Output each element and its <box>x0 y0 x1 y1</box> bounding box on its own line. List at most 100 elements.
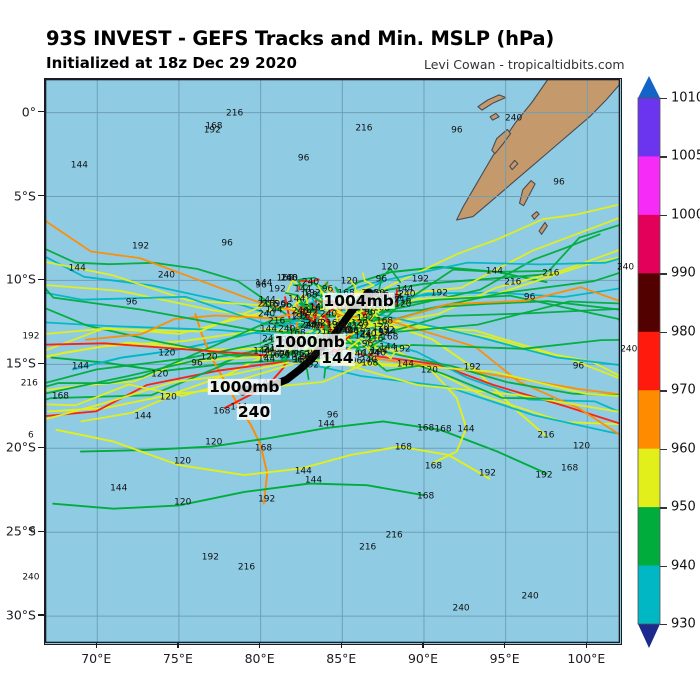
forecast-hour-label: 240 <box>319 309 338 320</box>
forecast-hour-label: 144 <box>134 411 152 422</box>
forecast-hour-label: 144 <box>253 346 271 357</box>
forecast-hour-label: 192 <box>352 321 370 332</box>
forecast-hour-label: 144 <box>457 424 475 435</box>
colorbar-outline <box>637 97 661 625</box>
ensemble-track <box>304 358 620 397</box>
map-plot-area[interactable]: 1201441681922161201441681922161201441681… <box>44 78 622 645</box>
ensemble-track <box>284 292 321 312</box>
y-axis-tick-mark <box>38 446 44 448</box>
forecast-hour-label: 168 <box>205 121 223 132</box>
forecast-hour-label: 96 <box>350 356 363 367</box>
colorbar-tick-mark <box>660 156 667 158</box>
forecast-hour-label: 120 <box>372 322 390 333</box>
forecast-hour-label: 216 <box>257 299 275 310</box>
forecast-hour-label: 192 <box>326 320 344 331</box>
ensemble-track <box>55 428 491 480</box>
forecast-hour-label: 168 <box>424 461 443 472</box>
forecast-hour-label: 96 <box>364 307 376 318</box>
forecast-hour-label: 216 <box>279 350 297 361</box>
colorbar-tick-label: 940 <box>671 558 696 574</box>
mslp-colorbar[interactable]: 1010 1005 1000 990 980 970 960 950 940 930 <box>634 72 700 650</box>
forecast-hour-label: 240 <box>157 270 176 281</box>
forecast-hour-label: 240 <box>348 349 367 360</box>
x-axis-tick-mark <box>95 642 97 648</box>
forecast-hour-label: 168 <box>561 463 579 474</box>
forecast-hour-label: 120 <box>205 437 223 448</box>
forecast-hour-label: 144 <box>379 342 397 353</box>
forecast-hour-label: 96 <box>572 361 585 372</box>
forecast-hour-label: 120 <box>394 299 412 310</box>
ensemble-track <box>45 315 341 388</box>
ensemble-track <box>364 216 620 299</box>
forecast-hour-label: 144 <box>396 359 414 370</box>
y-axis-tick-mark <box>38 530 44 532</box>
forecast-hour-label: 216 <box>20 378 38 388</box>
y-axis-tick-mark <box>38 278 44 281</box>
colorbar-cap-low <box>638 624 660 648</box>
ensemble-track <box>329 302 620 436</box>
ensemble-track <box>79 420 548 475</box>
island-5 <box>518 180 536 207</box>
forecast-hour-label: 6 <box>29 525 36 536</box>
y-axis-tick-label: 0° <box>21 104 36 120</box>
y-axis-tick-label: 25°S <box>5 523 36 539</box>
forecast-hour-label: 240 <box>291 306 309 317</box>
ensemble-track <box>313 281 329 298</box>
forecast-hour-label: 144 <box>258 295 276 306</box>
forecast-hour-label: 192 <box>430 288 448 299</box>
forecast-hour-label: 144 <box>294 466 312 477</box>
forecast-hour-label: 240 <box>304 350 322 361</box>
page-title: 93S INVEST - GEFS Tracks and Min. MSLP (… <box>46 27 555 50</box>
forecast-hour-label: 216 <box>366 334 384 345</box>
forecast-hour-label: 168 <box>361 358 379 369</box>
forecast-hour-label: 216 <box>226 108 244 119</box>
forecast-hour-label: 240 <box>521 591 539 602</box>
ensemble-track <box>45 260 278 308</box>
ensemble-track <box>365 341 468 465</box>
forecast-hour-label: 240 <box>505 113 523 124</box>
forecast-hour-label: 168 <box>375 316 394 327</box>
forecast-hour-label: 168 <box>394 442 413 453</box>
forecast-hour-label: 192 <box>268 284 286 295</box>
ensemble-track <box>362 326 381 343</box>
forecast-hour-label: 120 <box>173 456 192 467</box>
forecast-hour-label: 216 <box>504 277 522 288</box>
x-axis-tick-label: 70°E <box>81 651 112 666</box>
ensemble-track <box>279 356 620 435</box>
track-hour-annotation: 240 <box>236 403 272 422</box>
colorbar-tick-mark <box>660 214 667 217</box>
ensemble-track <box>361 272 375 291</box>
ensemble-track <box>311 285 329 327</box>
ensemble-track <box>45 356 333 401</box>
forecast-hour-label: 120 <box>174 497 192 508</box>
x-axis-tick-label: 80°E <box>244 651 275 666</box>
forecast-hour-label: 192 <box>354 327 372 338</box>
ensemble-track <box>45 255 336 338</box>
ensemble-track <box>350 314 375 336</box>
forecast-hour-label: 120 <box>420 365 438 376</box>
forecast-hour-label: 216 <box>316 329 333 338</box>
forecast-hour-label: 192 <box>463 362 481 373</box>
forecast-hour-label: 216 <box>537 430 555 441</box>
ensemble-track <box>353 321 369 350</box>
forecast-hour-label: 192 <box>258 494 276 505</box>
forecast-hour-label: 120 <box>381 262 399 273</box>
forecast-hour-label: 144 <box>370 346 388 357</box>
forecast-hour-label: 96 <box>326 410 339 421</box>
forecast-hour-label: 96 <box>297 153 310 164</box>
forecast-hour-label: 96 <box>255 280 267 291</box>
forecast-hour-label: 120 <box>158 348 176 359</box>
forecast-hour-label: 216 <box>264 344 281 354</box>
x-axis-tick-mark <box>258 642 261 648</box>
colorbar-tick-label: 970 <box>671 382 696 398</box>
y-axis-tick-mark <box>38 362 44 365</box>
forecast-hour-label: 96 <box>523 292 536 303</box>
colorbar-tick-mark <box>660 507 667 509</box>
forecast-hour-label: 144 <box>396 284 414 295</box>
colorbar-tick-label: 1005 <box>671 148 700 164</box>
forecast-hour-label: 240 <box>620 344 638 355</box>
forecast-hour-label: 192 <box>22 331 40 341</box>
y-axis-tick-label: 30°S <box>5 607 36 623</box>
forecast-hour-label: 120 <box>151 369 169 380</box>
forecast-hour-label: 240 <box>359 329 377 340</box>
